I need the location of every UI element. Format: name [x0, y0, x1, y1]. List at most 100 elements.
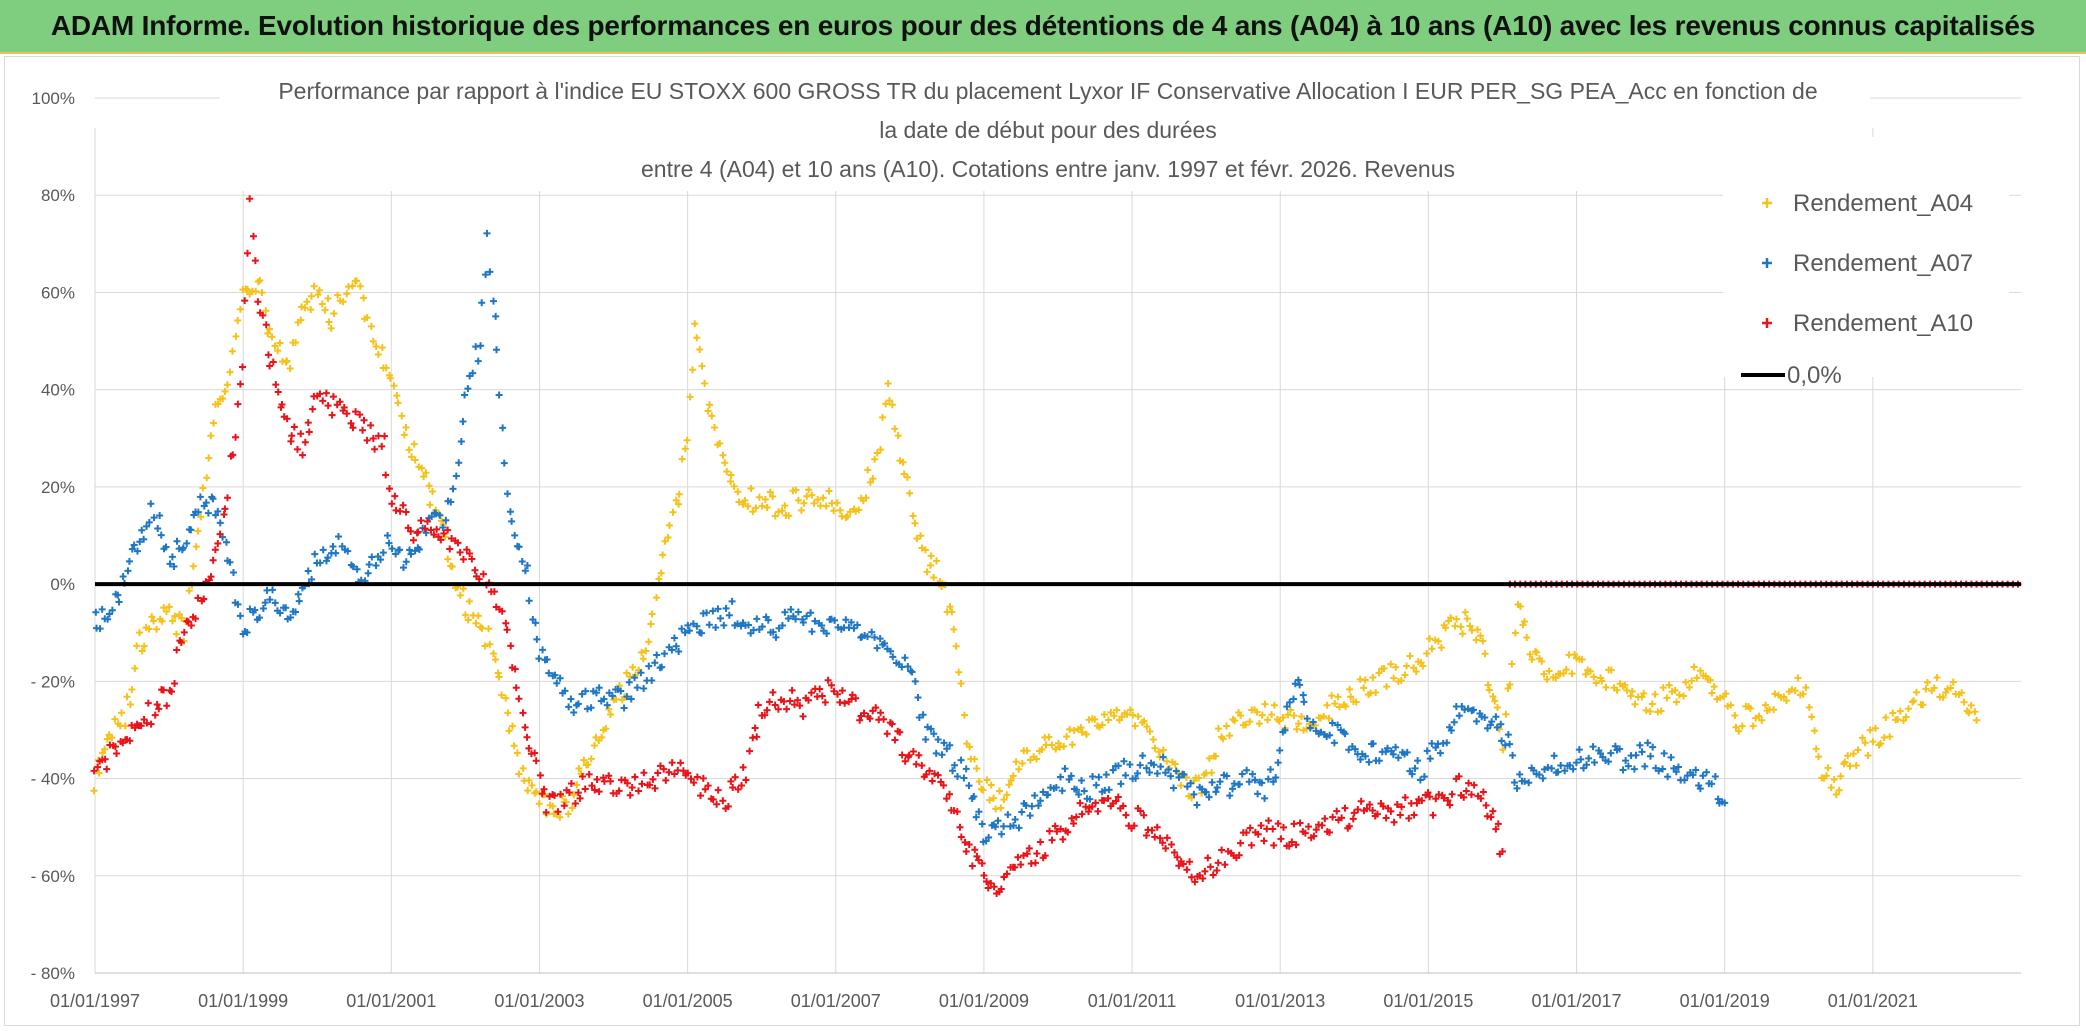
a04-point [524, 787, 532, 795]
a10-point [430, 531, 438, 539]
a07-point [1145, 769, 1153, 777]
a07-point [970, 792, 978, 800]
a04-point [1571, 650, 1579, 658]
a04-point [1042, 741, 1050, 749]
a10-point [1031, 859, 1039, 867]
a04-point [833, 499, 841, 507]
a04-point [639, 655, 647, 663]
a04-point [1426, 635, 1434, 643]
a10-point [599, 774, 607, 782]
a10-point [1151, 833, 1159, 841]
a10-point [336, 398, 344, 406]
a04-point [1077, 724, 1085, 732]
a10-point [1494, 820, 1502, 828]
a10-point [909, 747, 917, 755]
a04-point [321, 306, 329, 314]
a04-point [1499, 746, 1507, 754]
a10-point [1379, 802, 1387, 810]
a10-point [1277, 835, 1285, 843]
a10-point [727, 777, 735, 785]
a10-point [356, 411, 364, 419]
a04-point [871, 455, 879, 463]
a10-point [468, 555, 476, 563]
a10-point [783, 705, 791, 713]
a07-point [1261, 794, 1269, 802]
legend-label: Rendement_A04 [1793, 190, 1973, 217]
a07-point [402, 558, 410, 566]
a07-point [808, 628, 816, 636]
a04-point [90, 787, 98, 795]
a04-point [178, 614, 186, 622]
a07-point [1036, 797, 1044, 805]
a04-point [1303, 725, 1311, 733]
a10-point [538, 790, 546, 798]
a04-point [1038, 746, 1046, 754]
a10-point [542, 808, 550, 816]
a04-point [866, 478, 874, 486]
a07-point [96, 625, 104, 633]
a07-point [1061, 765, 1069, 773]
a07-point [1274, 759, 1282, 767]
a04-point [1690, 663, 1698, 671]
a04-point [913, 535, 921, 543]
a07-point [807, 609, 815, 617]
a07-point [1672, 768, 1680, 776]
x-tick-label: 01/01/2015 [1383, 991, 1473, 1011]
a10-point [1350, 809, 1358, 817]
a04-point [1827, 784, 1835, 792]
a04-point [1246, 718, 1254, 726]
a07-point [932, 749, 940, 757]
a07-point [1109, 766, 1117, 774]
a04-point [830, 507, 838, 515]
a07-point [1501, 741, 1509, 749]
a07-point [1120, 757, 1128, 765]
a04-point [1212, 752, 1220, 760]
a04-point [1902, 713, 1910, 721]
legend-marker [1762, 258, 1772, 268]
a04-point [1758, 716, 1766, 724]
a07-point [1655, 767, 1663, 775]
a07-point [1577, 755, 1585, 763]
a10-point [340, 403, 348, 411]
a07-point [1212, 788, 1220, 796]
a10-point [407, 527, 415, 535]
a10-point [1260, 837, 1268, 845]
a07-point [385, 539, 393, 547]
a10-point [262, 321, 270, 329]
a04-point [785, 512, 793, 520]
a10-point [1396, 811, 1404, 819]
a07-point [1213, 783, 1221, 791]
a10-point [191, 615, 199, 623]
a04-point [175, 610, 183, 618]
a04-point [1323, 701, 1331, 709]
a07-point [1026, 812, 1034, 820]
a07-point [887, 647, 895, 655]
a07-point [222, 538, 230, 546]
a04-point [268, 333, 276, 341]
a07-point [953, 772, 961, 780]
a04-point [805, 486, 813, 494]
a04-point [930, 573, 938, 581]
a10-point [799, 712, 807, 720]
a10-point [409, 536, 417, 544]
a04-point [310, 282, 318, 290]
a04-point [1226, 732, 1234, 740]
a10-point [734, 785, 742, 793]
a07-point [511, 531, 519, 539]
a04-point [711, 423, 719, 431]
a10-point [1186, 858, 1194, 866]
a10-point [94, 763, 102, 771]
a10-point [1321, 815, 1329, 823]
a04-point [1732, 723, 1740, 731]
performance-chart: 100% 80% 60% 40% 20% 0% - 20% - 40% - 60% - 80% 0… [31, 59, 2022, 1011]
a07-point [125, 557, 133, 565]
a04-point [444, 555, 452, 563]
a07-point [1423, 747, 1431, 755]
a07-point [271, 599, 279, 607]
a10-point [1088, 803, 1096, 811]
a07-point [1000, 822, 1008, 830]
a07-point [311, 550, 319, 558]
a04-point [1648, 700, 1656, 708]
a07-point [128, 545, 136, 553]
a10-point [309, 405, 317, 413]
